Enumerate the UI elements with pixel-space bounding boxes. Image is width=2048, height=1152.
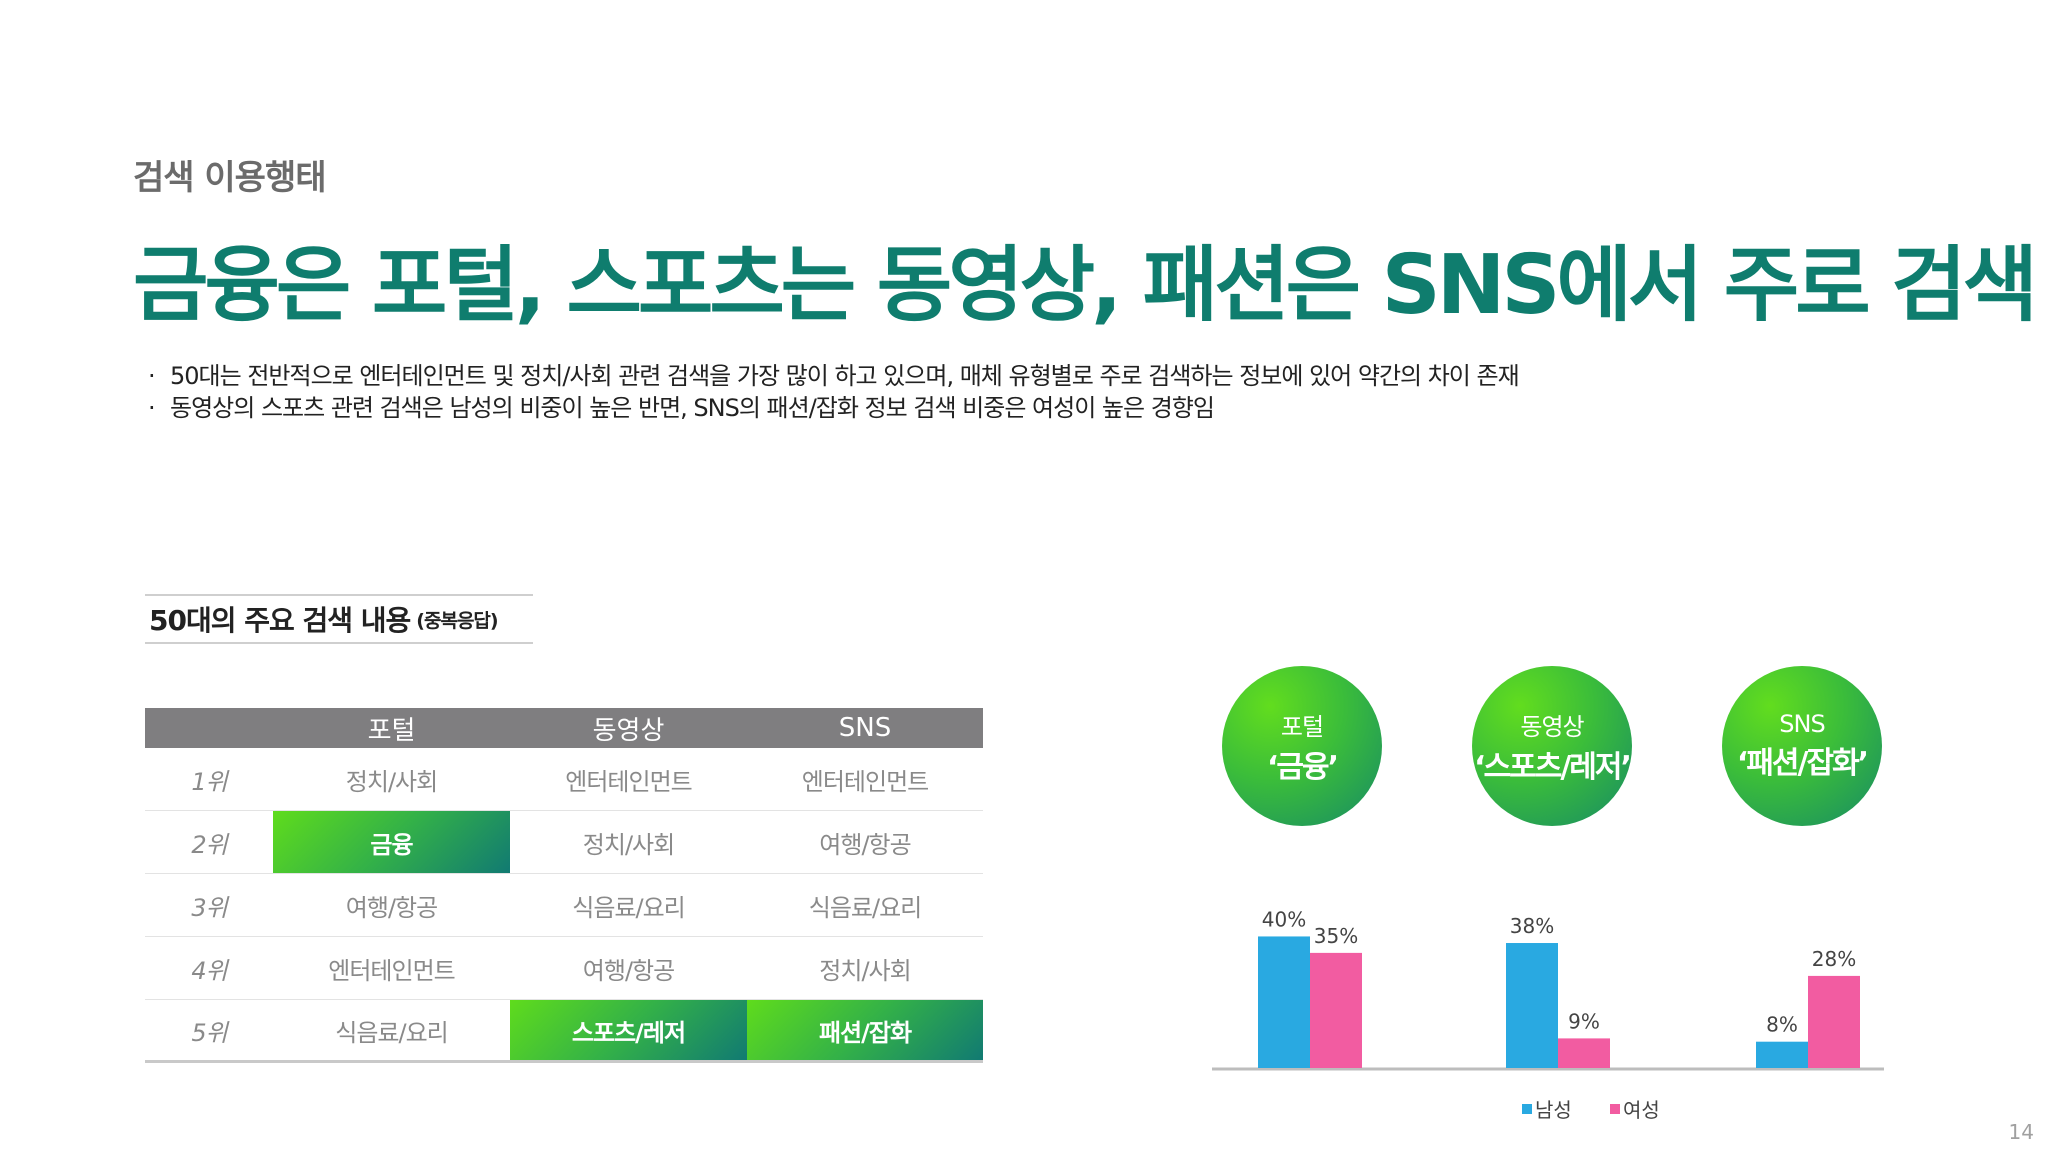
table-title-box: 50대의 주요 검색 내용 (중복응답) (145, 594, 533, 644)
legend-item-male: 남성 (1522, 1094, 1572, 1123)
video-cell: 여행/항공 (582, 956, 675, 985)
header-video: 동영상 (592, 715, 665, 746)
bar-value-label: 40% (1262, 907, 1306, 931)
header-portal: 포털 (367, 715, 416, 746)
section-label: 검색 이용행태 (133, 158, 327, 198)
bar-value-label: 8% (1766, 1013, 1798, 1037)
category-circle-sns: SNS ‘패션/잡화’ (1722, 666, 1882, 826)
bar-male (1756, 1041, 1808, 1068)
circle-category-label: ‘패션/잡화’ (1736, 746, 1869, 781)
rank-cell: 1위 (191, 767, 227, 796)
sns-cell-highlight: 패션/잡화 (747, 1000, 983, 1060)
table-row: 2위 금융 정치/사회 여행/항공 (145, 811, 983, 874)
bullet-item: 동영상의 스포츠 관련 검색은 남성의 비중이 높은 반면, SNS의 패션/잡… (148, 392, 1519, 424)
circle-media-label: 동영상 (1520, 712, 1584, 741)
video-cell: 정치/사회 (582, 830, 675, 859)
sns-cell: 정치/사회 (819, 956, 911, 985)
rank-cell: 5위 (191, 1018, 227, 1047)
table-row: 1위 정치/사회 엔터테인먼트 엔터테인먼트 (145, 748, 983, 811)
legend-swatch-male (1522, 1103, 1532, 1114)
gender-bar-chart: 40% 38% 8% 35% 9% 28% (1212, 907, 1884, 1071)
legend-label-female: 여성 (1623, 1098, 1660, 1122)
bullet-item: 50대는 전반적으로 엔터테인먼트 및 정치/사회 관련 검색을 가장 많이 하… (148, 360, 1520, 392)
bar-value-label: 28% (1812, 947, 1856, 971)
portal-cell: 엔터테인먼트 (328, 956, 455, 985)
header-sns: SNS (838, 713, 892, 743)
table-row: 5위 식음료/요리 스포츠/레저 패션/잡화 (145, 1000, 983, 1063)
category-circle-portal: 포털 ‘금융’ (1222, 666, 1382, 826)
legend-label-male: 남성 (1535, 1098, 1572, 1122)
page-headline: 금융은 포털, 스포츠는 동영상, 패션은 SNS에서 주로 검색 (133, 238, 2038, 333)
video-cell: 식음료/요리 (572, 893, 686, 922)
bar-male (1506, 943, 1558, 1068)
table-row: 4위 엔터테인먼트 여행/항공 정치/사회 (145, 937, 983, 1000)
circle-category-label: ‘스포츠/레저’ (1474, 749, 1632, 785)
bar-female (1558, 1038, 1610, 1068)
circle-category-label: ‘금융’ (1267, 749, 1339, 785)
bar-value-label: 9% (1568, 1009, 1600, 1033)
table-title-note: (중복응답) (416, 609, 498, 632)
legend-item-female: 여성 (1610, 1094, 1660, 1123)
bar-male (1258, 936, 1310, 1068)
rank-cell: 3위 (191, 893, 227, 922)
category-circle-video: 동영상 ‘스포츠/레저’ (1472, 666, 1632, 826)
video-cell-highlight: 스포츠/레저 (510, 1000, 747, 1060)
table-header-row: 포털 동영상 SNS (145, 708, 983, 748)
page-number: 14 (2008, 1120, 2034, 1144)
summary-bullets: 50대는 전반적으로 엔터테인먼트 및 정치/사회 관련 검색을 가장 많이 하… (148, 360, 1520, 424)
portal-cell-highlight: 금융 (273, 811, 510, 873)
table-title: 50대의 주요 검색 내용 (149, 604, 411, 637)
rank-cell: 4위 (191, 956, 227, 985)
bar-value-label: 35% (1314, 924, 1358, 948)
bar-female (1808, 975, 1860, 1068)
circle-media-label: SNS (1779, 710, 1825, 738)
circle-media-label: 포털 (1280, 712, 1324, 741)
header-rank (145, 708, 273, 748)
sns-cell: 엔터테인먼트 (801, 767, 929, 796)
sns-cell: 식음료/요리 (808, 893, 923, 922)
video-cell: 엔터테인먼트 (565, 767, 692, 796)
bar-value-label: 38% (1510, 914, 1554, 938)
bar-female (1310, 952, 1362, 1068)
portal-cell: 정치/사회 (345, 767, 438, 796)
portal-cell: 여행/항공 (345, 893, 438, 922)
legend-swatch-female (1610, 1103, 1620, 1114)
table-row: 3위 여행/항공 식음료/요리 식음료/요리 (145, 874, 983, 937)
portal-cell: 식음료/요리 (335, 1018, 449, 1047)
search-ranking-table: 포털 동영상 SNS 1위 정치/사회 엔터테인먼트 엔터테인먼트 2위 금융 … (145, 708, 983, 1063)
rank-cell: 2위 (191, 830, 227, 859)
sns-cell: 여행/항공 (819, 830, 911, 859)
